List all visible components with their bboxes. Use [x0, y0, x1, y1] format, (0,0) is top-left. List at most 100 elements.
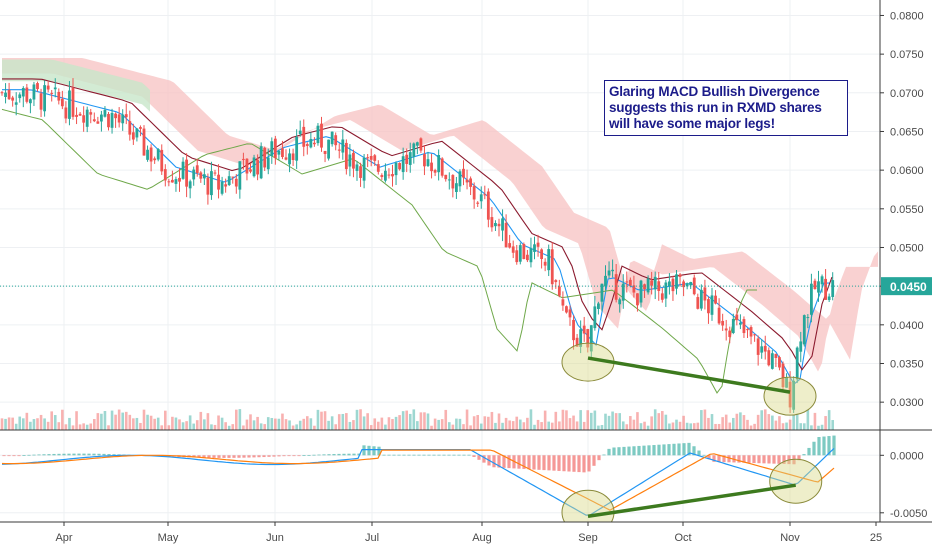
- macd-histogram-bar: [722, 455, 726, 463]
- candle-body: [178, 177, 181, 182]
- candle-body: [650, 280, 654, 286]
- volume-bar: [274, 418, 277, 430]
- volume-bar: [547, 421, 550, 430]
- macd-histogram-bar: [567, 455, 571, 472]
- volume-bar: [82, 423, 85, 430]
- time-tick-label: Apr: [55, 532, 72, 544]
- volume-bar: [178, 419, 181, 430]
- candle-body: [167, 181, 171, 183]
- candle-body: [494, 222, 497, 227]
- volume-bar: [4, 418, 7, 430]
- macd-histogram-bar: [707, 455, 711, 460]
- candle-body: [142, 128, 146, 156]
- candle-body: [788, 381, 792, 408]
- volume-bar: [643, 421, 646, 430]
- candle-body: [533, 244, 536, 252]
- candle-body: [359, 166, 362, 178]
- volume-bar: [682, 415, 685, 430]
- volume-bar: [831, 420, 834, 430]
- candle-body: [330, 131, 334, 145]
- volume-bar: [600, 425, 604, 430]
- candle-body: [593, 306, 597, 329]
- candle-body: [636, 293, 639, 306]
- candle-body: [749, 327, 753, 337]
- macd-histogram-bar: [592, 455, 596, 466]
- macd-histogram-bar: [802, 454, 806, 456]
- candle-body: [71, 87, 75, 117]
- macd-histogram-bar: [22, 455, 26, 456]
- macd-histogram-bar: [197, 455, 201, 458]
- volume-bar: [756, 414, 760, 430]
- volume-bar: [526, 417, 529, 430]
- candle-body: [313, 142, 316, 145]
- candle-body: [735, 314, 739, 321]
- time-axis-ticks: Apr May Jun Jul Aug Sep Oct Nov 25: [55, 522, 882, 544]
- candle-body: [526, 254, 529, 261]
- signal-line: [1, 449, 835, 511]
- macd-histogram-bar: [607, 448, 611, 456]
- macd-histogram-bar: [507, 455, 511, 469]
- candle-body: [557, 286, 561, 296]
- price-tick-label: 0.0400: [890, 320, 924, 332]
- volume-bar: [692, 423, 696, 430]
- volume-bar: [476, 415, 479, 430]
- last-price-label-bg: [881, 277, 932, 296]
- candle-body: [305, 144, 309, 146]
- candle-body: [458, 171, 462, 187]
- macd-histogram-bar: [692, 446, 696, 456]
- volume-bar: [763, 409, 767, 430]
- volume-bar: [149, 415, 153, 430]
- macd-histogram-bar: [412, 454, 416, 456]
- volume-bar: [732, 417, 735, 430]
- candle-body: [660, 293, 664, 300]
- candle-body: [486, 191, 490, 220]
- macd-histogram-bar: [72, 453, 76, 456]
- candle-body: [266, 157, 270, 170]
- candle-body: [810, 283, 813, 315]
- volume-bar: [164, 410, 167, 430]
- candle-body: [153, 158, 157, 161]
- volume-bar: [405, 410, 408, 430]
- volume-bar: [281, 413, 284, 430]
- volume-bar: [629, 416, 632, 430]
- macd-histogram-bar: [37, 454, 41, 456]
- macd-histogram-bar: [297, 455, 301, 457]
- candle-body: [46, 85, 50, 90]
- candle-body: [579, 329, 583, 347]
- volume-bar: [330, 416, 334, 430]
- candle-body: [78, 113, 82, 116]
- candle-body: [14, 102, 18, 105]
- candle-body: [394, 162, 398, 176]
- candle-body: [327, 139, 330, 159]
- volume-bar: [337, 414, 341, 430]
- candle-body: [426, 159, 430, 166]
- time-scale-background: [0, 522, 932, 550]
- volume-bar: [703, 409, 707, 430]
- volume-bar: [210, 424, 213, 430]
- candle-body: [139, 127, 142, 129]
- volume-bar: [146, 414, 149, 430]
- candle-body: [476, 202, 480, 204]
- candle-body: [231, 176, 235, 178]
- candle-body: [604, 275, 607, 287]
- macd-histogram-bar: [17, 455, 21, 457]
- candle-body: [25, 87, 29, 102]
- candle-body: [185, 159, 188, 187]
- macd-histogram-bar: [112, 454, 116, 456]
- volume-bar: [700, 410, 703, 430]
- candle-body: [565, 306, 568, 313]
- candle-body: [753, 334, 756, 336]
- volume-bar: [469, 425, 472, 430]
- candle-body: [362, 157, 366, 181]
- candle-body: [621, 283, 625, 301]
- macd-histogram-bar: [2, 455, 6, 457]
- macd-histogram-bar: [227, 455, 231, 458]
- macd-histogram-bar: [637, 445, 641, 456]
- volume-bar: [11, 417, 14, 430]
- candle-body: [703, 287, 707, 301]
- volume-bar: [760, 410, 763, 430]
- candle-body: [50, 92, 54, 94]
- volume-bar: [199, 411, 203, 430]
- candle-body: [536, 242, 540, 247]
- volume-bar: [46, 421, 50, 430]
